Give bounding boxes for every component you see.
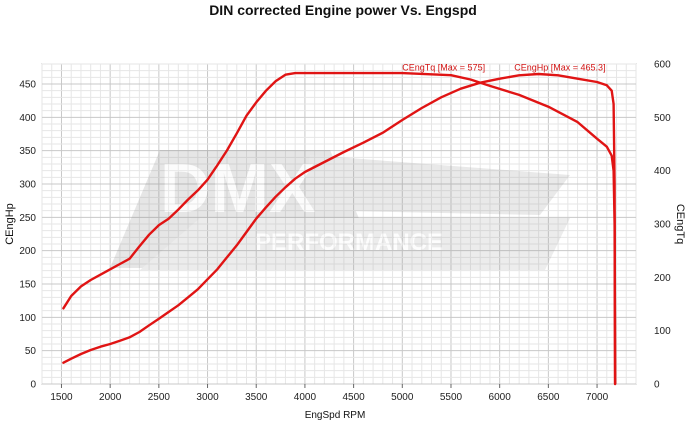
watermark-small: PERFORMANCE — [255, 229, 443, 256]
watermark-big: DMX — [160, 149, 316, 227]
y-left-axis-label: CEngHp — [4, 203, 16, 245]
x-tick-label: 5000 — [391, 392, 414, 403]
x-tick-label: 7000 — [586, 392, 609, 403]
y-right-tick-label: 100 — [654, 326, 671, 337]
y-left-tick-label: 0 — [30, 380, 36, 391]
x-tick-label: 6500 — [537, 392, 560, 403]
y-left-tick-label: 400 — [19, 113, 36, 124]
y-left-tick-label: 200 — [19, 246, 36, 257]
x-tick-label: 2000 — [99, 392, 122, 403]
x-tick-label: 4000 — [294, 392, 317, 403]
x-ticks: 1500 2000 2500 3000 3500 4000 4500 5000 5500 6000… — [50, 384, 609, 403]
annotations: CEngTq [Max = 575] CEngHp [Max = 465.3] — [402, 63, 605, 73]
y-right-tick-label: 300 — [654, 220, 671, 231]
y-left-ticks: 0 50 100 150 200 250 300 350 400 450 — [19, 80, 36, 391]
series-line-cengtq — [62, 71, 617, 386]
series-lines — [62, 71, 617, 386]
x-axis-label: EngSpd RPM — [305, 410, 366, 421]
y-left-tick-label: 100 — [19, 313, 36, 324]
y-right-tick-label: 600 — [654, 60, 671, 71]
y-right-axis-label: CEngTq — [674, 204, 685, 244]
x-tick-label: 3000 — [196, 392, 219, 403]
y-right-tick-label: 0 — [654, 380, 660, 391]
y-right-ticks: 0 100 200 300 400 500 600 — [654, 60, 671, 391]
y-left-tick-label: 350 — [19, 146, 36, 157]
x-tick-label: 5500 — [440, 392, 463, 403]
x-tick-label: 1500 — [50, 392, 73, 403]
x-tick-label: 2500 — [148, 392, 171, 403]
y-left-tick-label: 250 — [19, 213, 36, 224]
annotation-label: CEngTq [Max = 575] — [402, 63, 485, 73]
chart-title: DIN corrected Engine power Vs. Engspd — [209, 2, 477, 18]
y-left-tick-label: 300 — [19, 180, 36, 191]
y-right-tick-label: 200 — [654, 273, 671, 284]
series-line-cenghp — [62, 72, 617, 386]
x-tick-label: 3500 — [245, 392, 268, 403]
y-right-tick-label: 500 — [654, 113, 671, 124]
x-tick-label: 6000 — [489, 392, 512, 403]
x-tick-label: 4500 — [342, 392, 365, 403]
y-right-tick-label: 400 — [654, 166, 671, 177]
y-left-tick-label: 50 — [25, 346, 37, 357]
y-left-tick-label: 450 — [19, 80, 36, 91]
y-left-tick-label: 150 — [19, 280, 36, 291]
annotation-label: CEngHp [Max = 465.3] — [514, 63, 605, 73]
